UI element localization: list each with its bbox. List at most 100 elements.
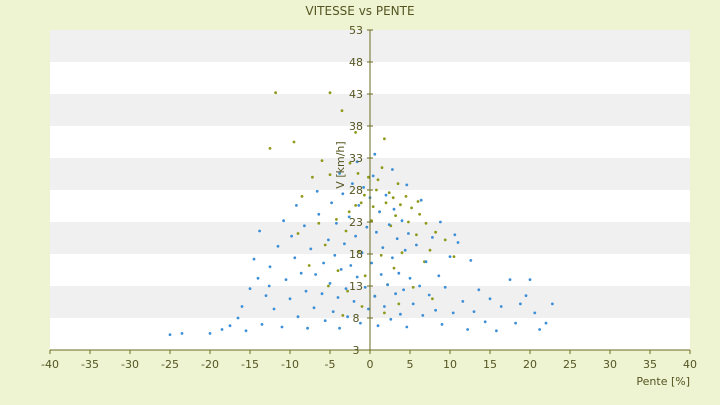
data-point bbox=[380, 166, 384, 170]
data-point bbox=[411, 302, 415, 306]
data-point bbox=[354, 131, 357, 134]
data-point bbox=[314, 273, 317, 276]
x-tick-label: 35 bbox=[643, 358, 657, 371]
data-point bbox=[322, 261, 325, 265]
data-point bbox=[399, 203, 402, 207]
data-point bbox=[405, 325, 409, 329]
data-point bbox=[292, 140, 296, 144]
data-point bbox=[373, 294, 377, 298]
data-point bbox=[419, 198, 423, 202]
data-point bbox=[344, 229, 348, 233]
data-point bbox=[453, 233, 457, 237]
data-point bbox=[349, 264, 353, 267]
data-point bbox=[434, 230, 437, 234]
data-point bbox=[544, 321, 548, 325]
data-point bbox=[272, 307, 276, 311]
data-point bbox=[339, 268, 343, 271]
data-point bbox=[424, 221, 428, 225]
data-point bbox=[335, 218, 338, 221]
data-point bbox=[280, 325, 284, 329]
data-point bbox=[448, 255, 452, 258]
data-point bbox=[363, 193, 366, 197]
y-axis-label: V [km/h] bbox=[334, 141, 347, 188]
data-point bbox=[488, 297, 492, 301]
data-point bbox=[427, 293, 431, 297]
data-point bbox=[431, 236, 434, 239]
data-point bbox=[397, 271, 401, 275]
x-tick-label: -20 bbox=[201, 358, 219, 371]
data-point bbox=[373, 152, 377, 156]
data-point bbox=[347, 215, 351, 219]
y-tick-label: 3 bbox=[353, 344, 360, 357]
data-point bbox=[320, 159, 324, 163]
data-point bbox=[256, 276, 260, 280]
x-tick-label: 30 bbox=[603, 358, 617, 371]
x-tick-label: 5 bbox=[407, 358, 414, 371]
data-point bbox=[391, 168, 394, 171]
data-point bbox=[469, 259, 473, 262]
data-point bbox=[528, 278, 532, 281]
data-point bbox=[220, 328, 224, 331]
data-point bbox=[258, 229, 261, 233]
data-point bbox=[338, 172, 341, 175]
data-point bbox=[327, 238, 330, 242]
data-point bbox=[348, 161, 352, 165]
data-point bbox=[431, 297, 434, 301]
data-point bbox=[359, 201, 363, 205]
data-point bbox=[402, 288, 405, 292]
data-point bbox=[264, 294, 268, 297]
x-tick-label: -35 bbox=[81, 358, 99, 371]
data-point bbox=[514, 321, 517, 325]
y-tick-label: 43 bbox=[349, 88, 363, 101]
data-point bbox=[386, 283, 389, 287]
data-point bbox=[519, 302, 522, 306]
data-point bbox=[389, 317, 393, 321]
data-point bbox=[551, 302, 554, 306]
data-point bbox=[354, 204, 357, 207]
data-point bbox=[300, 195, 304, 198]
y-tick-label: 48 bbox=[349, 56, 363, 69]
data-point bbox=[180, 332, 184, 335]
x-axis-label: Pente [%] bbox=[636, 375, 690, 388]
data-point bbox=[330, 201, 333, 205]
data-point bbox=[434, 308, 437, 312]
data-point bbox=[323, 243, 327, 247]
data-point bbox=[346, 315, 349, 319]
data-point bbox=[274, 91, 277, 95]
data-point bbox=[347, 210, 351, 214]
data-point bbox=[376, 178, 380, 182]
x-tick-label: -10 bbox=[281, 358, 299, 371]
data-point bbox=[346, 289, 349, 293]
data-point bbox=[267, 284, 271, 288]
y-tick-label: 18 bbox=[349, 248, 363, 261]
data-point bbox=[443, 238, 447, 242]
x-tick-label: 25 bbox=[563, 358, 577, 371]
data-point bbox=[341, 192, 345, 196]
x-tick-label: 10 bbox=[443, 358, 457, 371]
data-point bbox=[375, 188, 378, 192]
data-point bbox=[392, 266, 396, 270]
data-point bbox=[312, 306, 316, 310]
data-point bbox=[383, 311, 386, 315]
data-point bbox=[228, 324, 232, 328]
data-point bbox=[383, 305, 386, 308]
data-point bbox=[252, 257, 256, 261]
data-point bbox=[288, 297, 292, 301]
data-point bbox=[400, 251, 404, 255]
data-point bbox=[317, 212, 321, 216]
data-point bbox=[338, 326, 341, 330]
y-tick-label: 53 bbox=[349, 24, 363, 37]
data-point bbox=[384, 193, 388, 197]
data-point bbox=[284, 278, 288, 281]
data-point bbox=[317, 221, 321, 225]
data-point bbox=[299, 271, 303, 275]
data-point bbox=[495, 329, 498, 333]
data-point bbox=[533, 311, 537, 315]
data-point bbox=[456, 241, 460, 244]
data-point bbox=[344, 287, 348, 290]
data-point bbox=[260, 323, 264, 326]
data-point bbox=[333, 253, 337, 257]
data-point bbox=[304, 289, 308, 293]
data-point bbox=[365, 225, 369, 229]
